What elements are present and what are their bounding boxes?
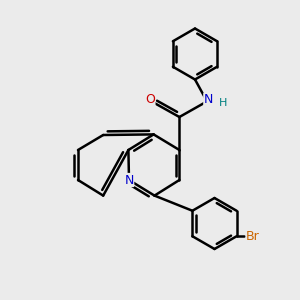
Text: H: H: [219, 98, 228, 108]
Text: N: N: [124, 173, 134, 187]
Text: O: O: [145, 93, 155, 106]
Text: N: N: [204, 93, 213, 106]
Text: Br: Br: [246, 230, 260, 243]
